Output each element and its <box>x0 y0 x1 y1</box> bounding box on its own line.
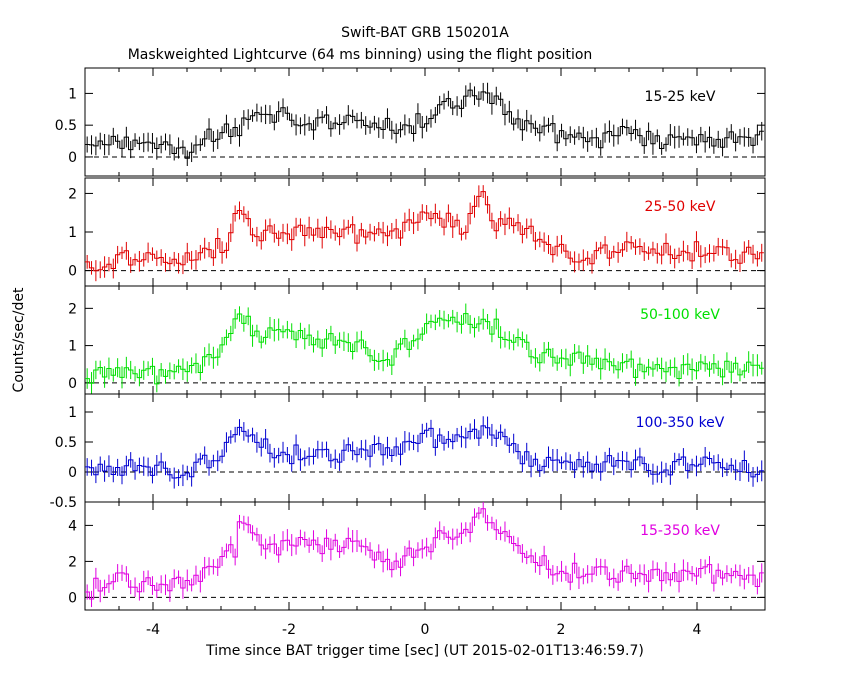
series-line <box>85 191 764 272</box>
y-tick-label: 0 <box>68 376 77 392</box>
y-tick-label: 0 <box>68 590 77 606</box>
chart-subtitle: Maskweighted Lightcurve (64 ms binning) … <box>128 47 593 63</box>
y-tick-label: 1 <box>68 225 77 241</box>
y-tick-label: 2 <box>68 301 77 317</box>
panel-25-50-kev: 0 1 2 25-50 keV <box>68 177 766 287</box>
x-tick-label: 4 <box>693 622 702 638</box>
band-label: 25-50 keV <box>645 199 716 215</box>
y-tick-label: 1 <box>68 339 77 355</box>
x-tick-label: 0 <box>421 622 430 638</box>
series-line <box>85 508 764 600</box>
x-axis-label: Time since BAT trigger time [sec] (UT 20… <box>205 643 644 659</box>
x-tick-label: -2 <box>282 622 296 638</box>
band-label: 15-25 keV <box>645 89 716 105</box>
panel-frame <box>84 501 766 611</box>
y-tick-label: 1 <box>68 86 77 102</box>
band-label: 15-350 keV <box>640 523 720 539</box>
y-tick-label: 2 <box>68 554 77 570</box>
panel-50-100-kev: 0 1 2 50-100 keV <box>68 285 766 395</box>
y-axis-label: Counts/sec/det <box>11 287 27 392</box>
y-tick-label: 0 <box>68 150 77 166</box>
series-line <box>85 425 764 479</box>
panels-group: 0 0.5 1 15-25 keV 0 1 2 25-50 keV 0 1 2 50-100 keV -… <box>50 67 766 611</box>
y-tick-label: -0.5 <box>50 495 77 511</box>
series-line <box>85 313 764 385</box>
y-tick-label: 0 <box>68 264 77 280</box>
band-label: 100-350 keV <box>636 415 725 431</box>
panel-frame <box>84 393 766 503</box>
panel-15-25-kev: 0 0.5 1 15-25 keV <box>55 67 766 177</box>
panel-15-350-kev: 0 2 4 15-350 keV <box>68 501 766 611</box>
x-tick-labels: -4 -2 0 2 4 <box>146 622 702 638</box>
y-tick-label: 4 <box>68 518 77 534</box>
band-label: 50-100 keV <box>640 307 720 323</box>
y-tick-label: 2 <box>68 186 77 202</box>
y-tick-label: 0 <box>68 465 77 481</box>
panel-100-350-kev: -0.5 0 0.5 1 100-350 keV <box>50 393 766 511</box>
x-tick-label: 2 <box>557 622 566 638</box>
series-line <box>85 89 764 159</box>
panel-frame <box>84 177 766 287</box>
y-tick-label: 0.5 <box>55 435 77 451</box>
chart-title: Swift-BAT GRB 150201A <box>341 25 509 41</box>
error-bars <box>86 502 763 608</box>
x-tick-label: -4 <box>146 622 160 638</box>
y-tick-label: 0.5 <box>55 118 77 134</box>
y-tick-label: 1 <box>68 405 77 421</box>
